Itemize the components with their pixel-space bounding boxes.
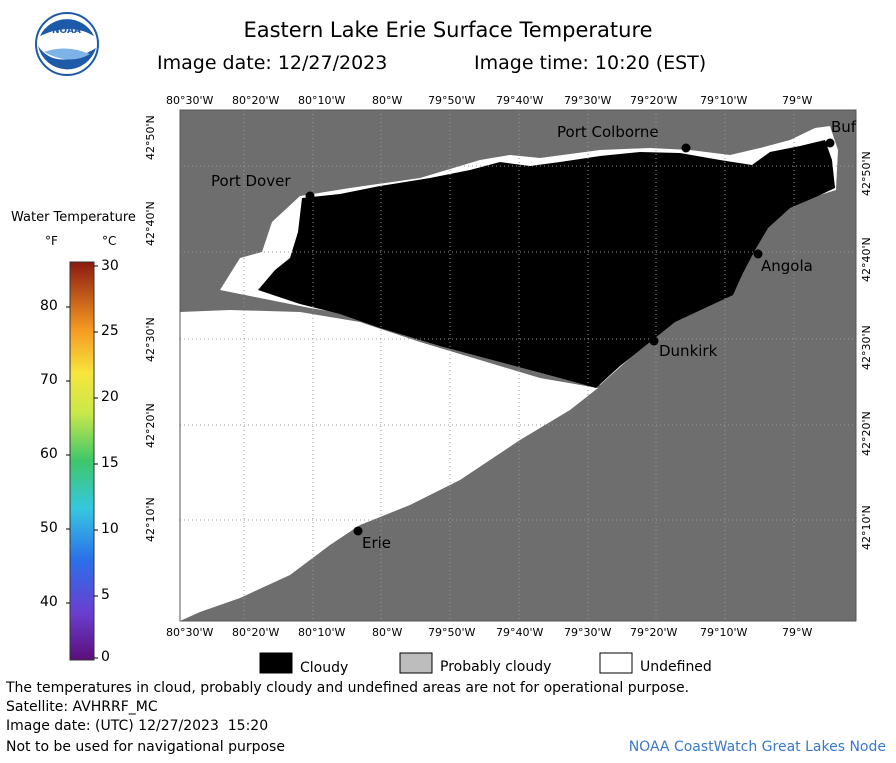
- nav-warning-text: Not to be used for navigational purpose: [6, 739, 285, 755]
- lat-label-right: 42°30'N: [860, 325, 873, 370]
- legend-unit-c: °C: [102, 234, 117, 248]
- probably-cloudy-swatch: [399, 652, 433, 674]
- image-time: Image time: 10:20 (EST): [474, 52, 707, 74]
- map-title: Eastern Lake Erie Surface Temperature: [243, 18, 653, 42]
- c-tick: 10: [101, 521, 119, 537]
- lon-label-top: 80°10'W: [298, 94, 346, 107]
- lon-label-bottom: 79°10'W: [700, 626, 748, 639]
- lon-label-bottom: 80°20'W: [232, 626, 280, 639]
- lon-label-top: 79°30'W: [564, 94, 612, 107]
- undefined-label: Undefined: [640, 659, 712, 675]
- lon-label-top: 79°W: [782, 94, 813, 107]
- f-tick: 80: [40, 298, 58, 314]
- legend-unit-f: °F: [45, 234, 58, 248]
- lon-label-bottom: 80°30'W: [166, 626, 214, 639]
- cloudy-swatch: [259, 652, 293, 674]
- lon-label-bottom: 80°10'W: [298, 626, 346, 639]
- lon-label-top: 80°W: [372, 94, 403, 107]
- lon-label-bottom: 79°30'W: [564, 626, 612, 639]
- undefined-region: [180, 310, 598, 621]
- temperature-colorbar: [69, 261, 95, 661]
- place-dunkirk: Dunkirk: [659, 342, 718, 360]
- dunkirk-marker: [649, 336, 659, 346]
- lon-label-top: 79°50'W: [428, 94, 476, 107]
- lat-label-left: 42°30'N: [144, 317, 157, 362]
- lon-label-top: 79°40'W: [496, 94, 544, 107]
- lat-label-right: 42°20'N: [860, 411, 873, 456]
- legend-title: Water Temperature: [11, 210, 136, 225]
- port-dover-marker: [305, 191, 315, 201]
- lon-label-bottom: 79°40'W: [496, 626, 544, 639]
- f-tick: 50: [40, 520, 58, 536]
- c-tick: 0: [101, 649, 110, 665]
- c-tick: 15: [101, 455, 119, 471]
- c-tick: 20: [101, 389, 119, 405]
- lon-label-top: 79°10'W: [700, 94, 748, 107]
- lon-label-bottom: 79°20'W: [630, 626, 678, 639]
- c-tick: 25: [101, 323, 119, 339]
- image-date: Image date: 12/27/2023: [157, 52, 388, 74]
- erie-marker: [353, 526, 363, 536]
- satellite-text: Satellite: AVHRRF_MC: [6, 699, 158, 715]
- f-tick: 40: [40, 594, 58, 610]
- lon-label-top: 80°20'W: [232, 94, 280, 107]
- place-buffalo: Buf: [831, 118, 857, 136]
- cloudy-region: [258, 140, 835, 388]
- buffalo-marker: [825, 138, 835, 148]
- lon-label-top: 80°30'W: [166, 94, 214, 107]
- c-tick: 30: [101, 258, 119, 274]
- undefined-swatch: [599, 652, 633, 674]
- utc-date-text: Image date: (UTC) 12/27/2023 15:20: [6, 718, 269, 734]
- lon-label-top: 79°20'W: [630, 94, 678, 107]
- lon-label-bottom: 79°W: [782, 626, 813, 639]
- lat-label-left: 42°40'N: [144, 201, 157, 246]
- angola-marker: [753, 249, 763, 259]
- c-tick: 5: [101, 587, 110, 603]
- port-colborne-marker: [681, 143, 691, 153]
- lat-label-left: 42°50'N: [144, 115, 157, 160]
- probably-cloudy-label: Probably cloudy: [440, 659, 552, 675]
- place-angola: Angola: [761, 257, 813, 275]
- place-port-dover: Port Dover: [211, 172, 291, 190]
- cloudy-label: Cloudy: [300, 660, 349, 676]
- lon-label-bottom: 80°W: [372, 626, 403, 639]
- place-erie: Erie: [362, 534, 392, 552]
- lat-label-right: 42°40'N: [860, 237, 873, 282]
- place-port-colborne: Port Colborne: [557, 123, 659, 141]
- disclaimer-text: The temperatures in cloud, probably clou…: [6, 680, 690, 696]
- f-tick: 70: [40, 372, 58, 388]
- f-tick: 60: [40, 446, 58, 462]
- lat-label-right: 42°50'N: [860, 151, 873, 196]
- credit-text: NOAA CoastWatch Great Lakes Node: [628, 739, 886, 755]
- lat-label-left: 42°10'N: [144, 497, 157, 542]
- lon-label-bottom: 79°50'W: [428, 626, 476, 639]
- lat-label-right: 42°10'N: [860, 505, 873, 550]
- noaa-logo-text: NOAA: [52, 26, 81, 36]
- lat-label-left: 42°20'N: [144, 403, 157, 448]
